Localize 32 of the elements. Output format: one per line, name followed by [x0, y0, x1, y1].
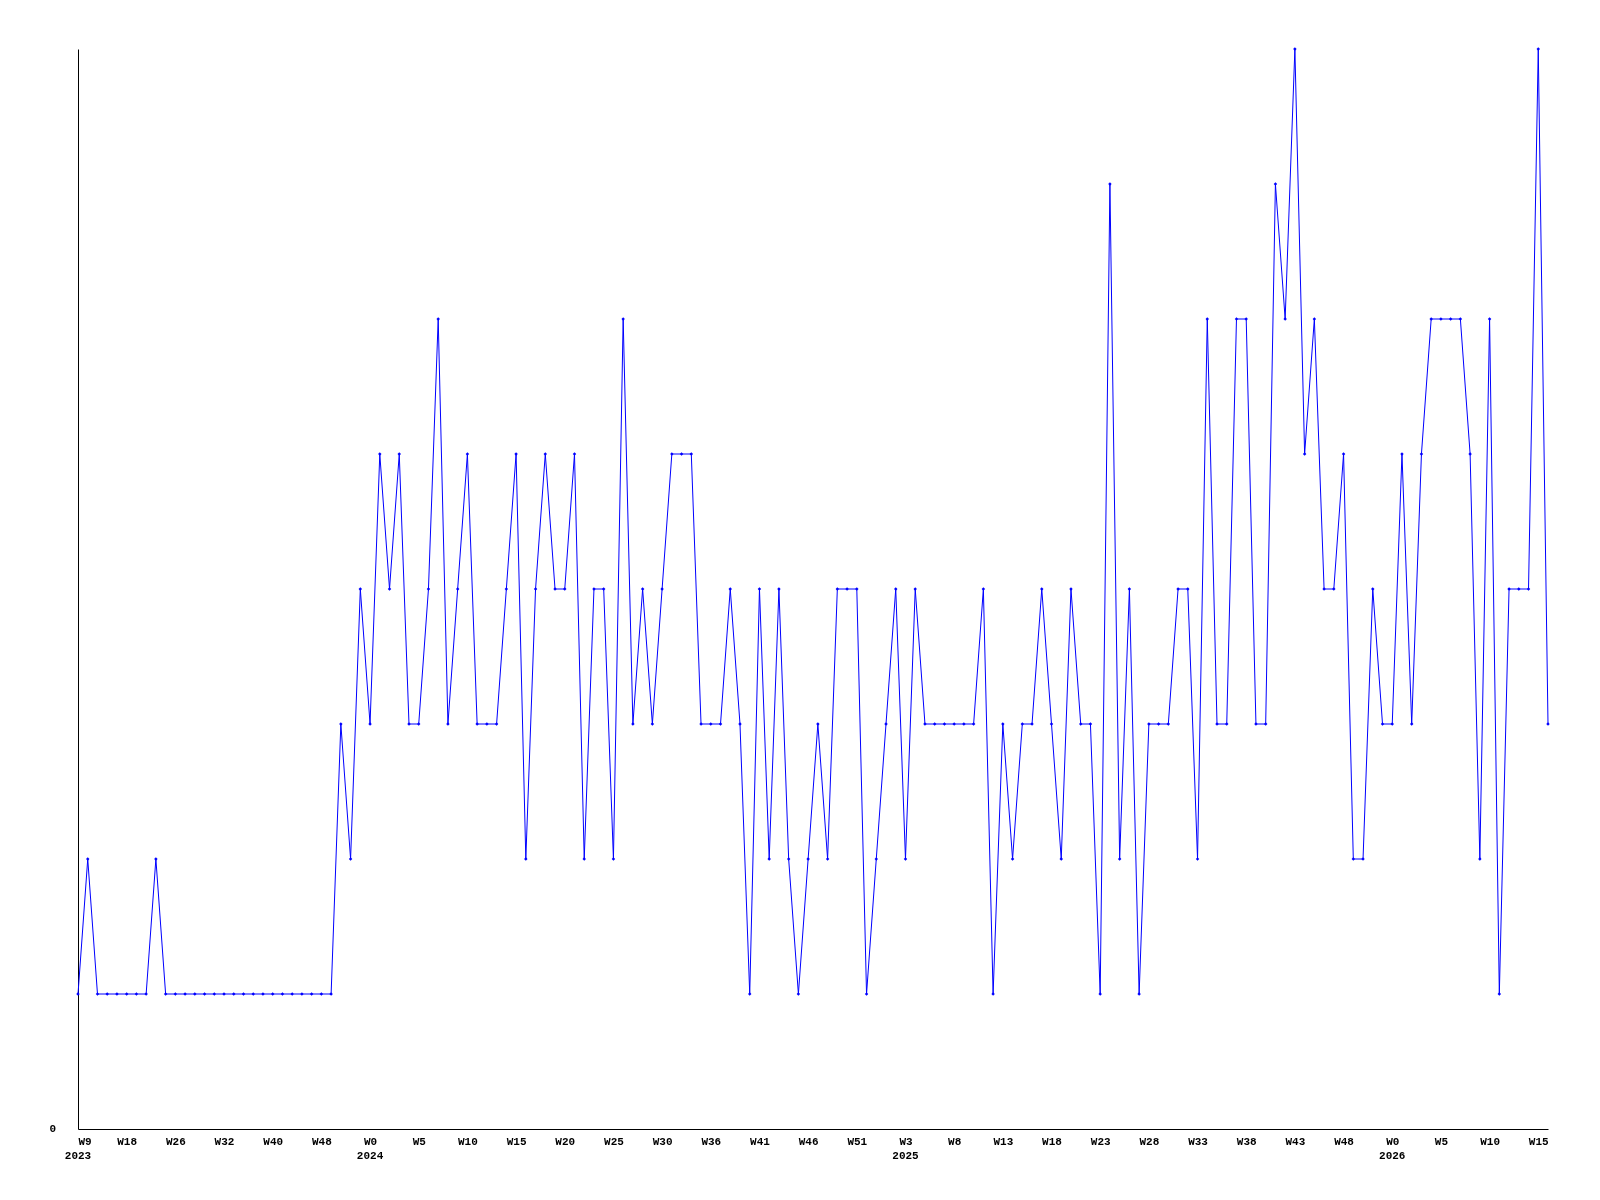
x-tick-label: W5: [1434, 1135, 1449, 1148]
x-tick-label: W23: [1090, 1135, 1111, 1148]
x-tick-label: W15: [1528, 1135, 1550, 1148]
x-tick-label: W20: [555, 1135, 576, 1148]
x-tick-label: W5: [412, 1135, 427, 1148]
category-label: W9 2023: [64, 1135, 92, 1162]
x-tick-label: W40: [263, 1135, 284, 1148]
category-label: W0 2024: [356, 1135, 384, 1162]
text: 0: [49, 1123, 56, 1135]
x-tick-label: W15: [506, 1135, 527, 1148]
x-tick-label: W36: [701, 1135, 722, 1148]
x-tick-label: W46: [798, 1135, 819, 1148]
x-tick-label: W43: [1285, 1135, 1306, 1148]
x-tick-label: W10: [1480, 1135, 1500, 1148]
x-tick-label: W48: [311, 1135, 333, 1148]
x-tick-label: W18: [1042, 1135, 1063, 1148]
category-label: W3 2025: [892, 1135, 919, 1162]
x-tick-label: W10: [458, 1135, 478, 1148]
x-tick-label: W48: [1334, 1135, 1355, 1148]
x-tick-label: W33: [1188, 1135, 1209, 1148]
x-tick-label: W8: [948, 1135, 962, 1148]
x-tick-label: W18: [117, 1135, 138, 1148]
x-tick-label: W30: [652, 1135, 673, 1148]
x-tick-label: W38: [1236, 1135, 1258, 1148]
x-tick-label: W26: [165, 1135, 186, 1148]
x-tick-label: W32: [214, 1135, 235, 1148]
x-tick-label: W13: [993, 1135, 1014, 1148]
category-label: W0 2026: [1379, 1135, 1406, 1162]
x-tick-label: W28: [1139, 1135, 1160, 1148]
x-tick-label: W25: [604, 1135, 625, 1148]
x-tick-label: W51: [847, 1135, 868, 1148]
x-tick-label: W41: [750, 1135, 771, 1148]
